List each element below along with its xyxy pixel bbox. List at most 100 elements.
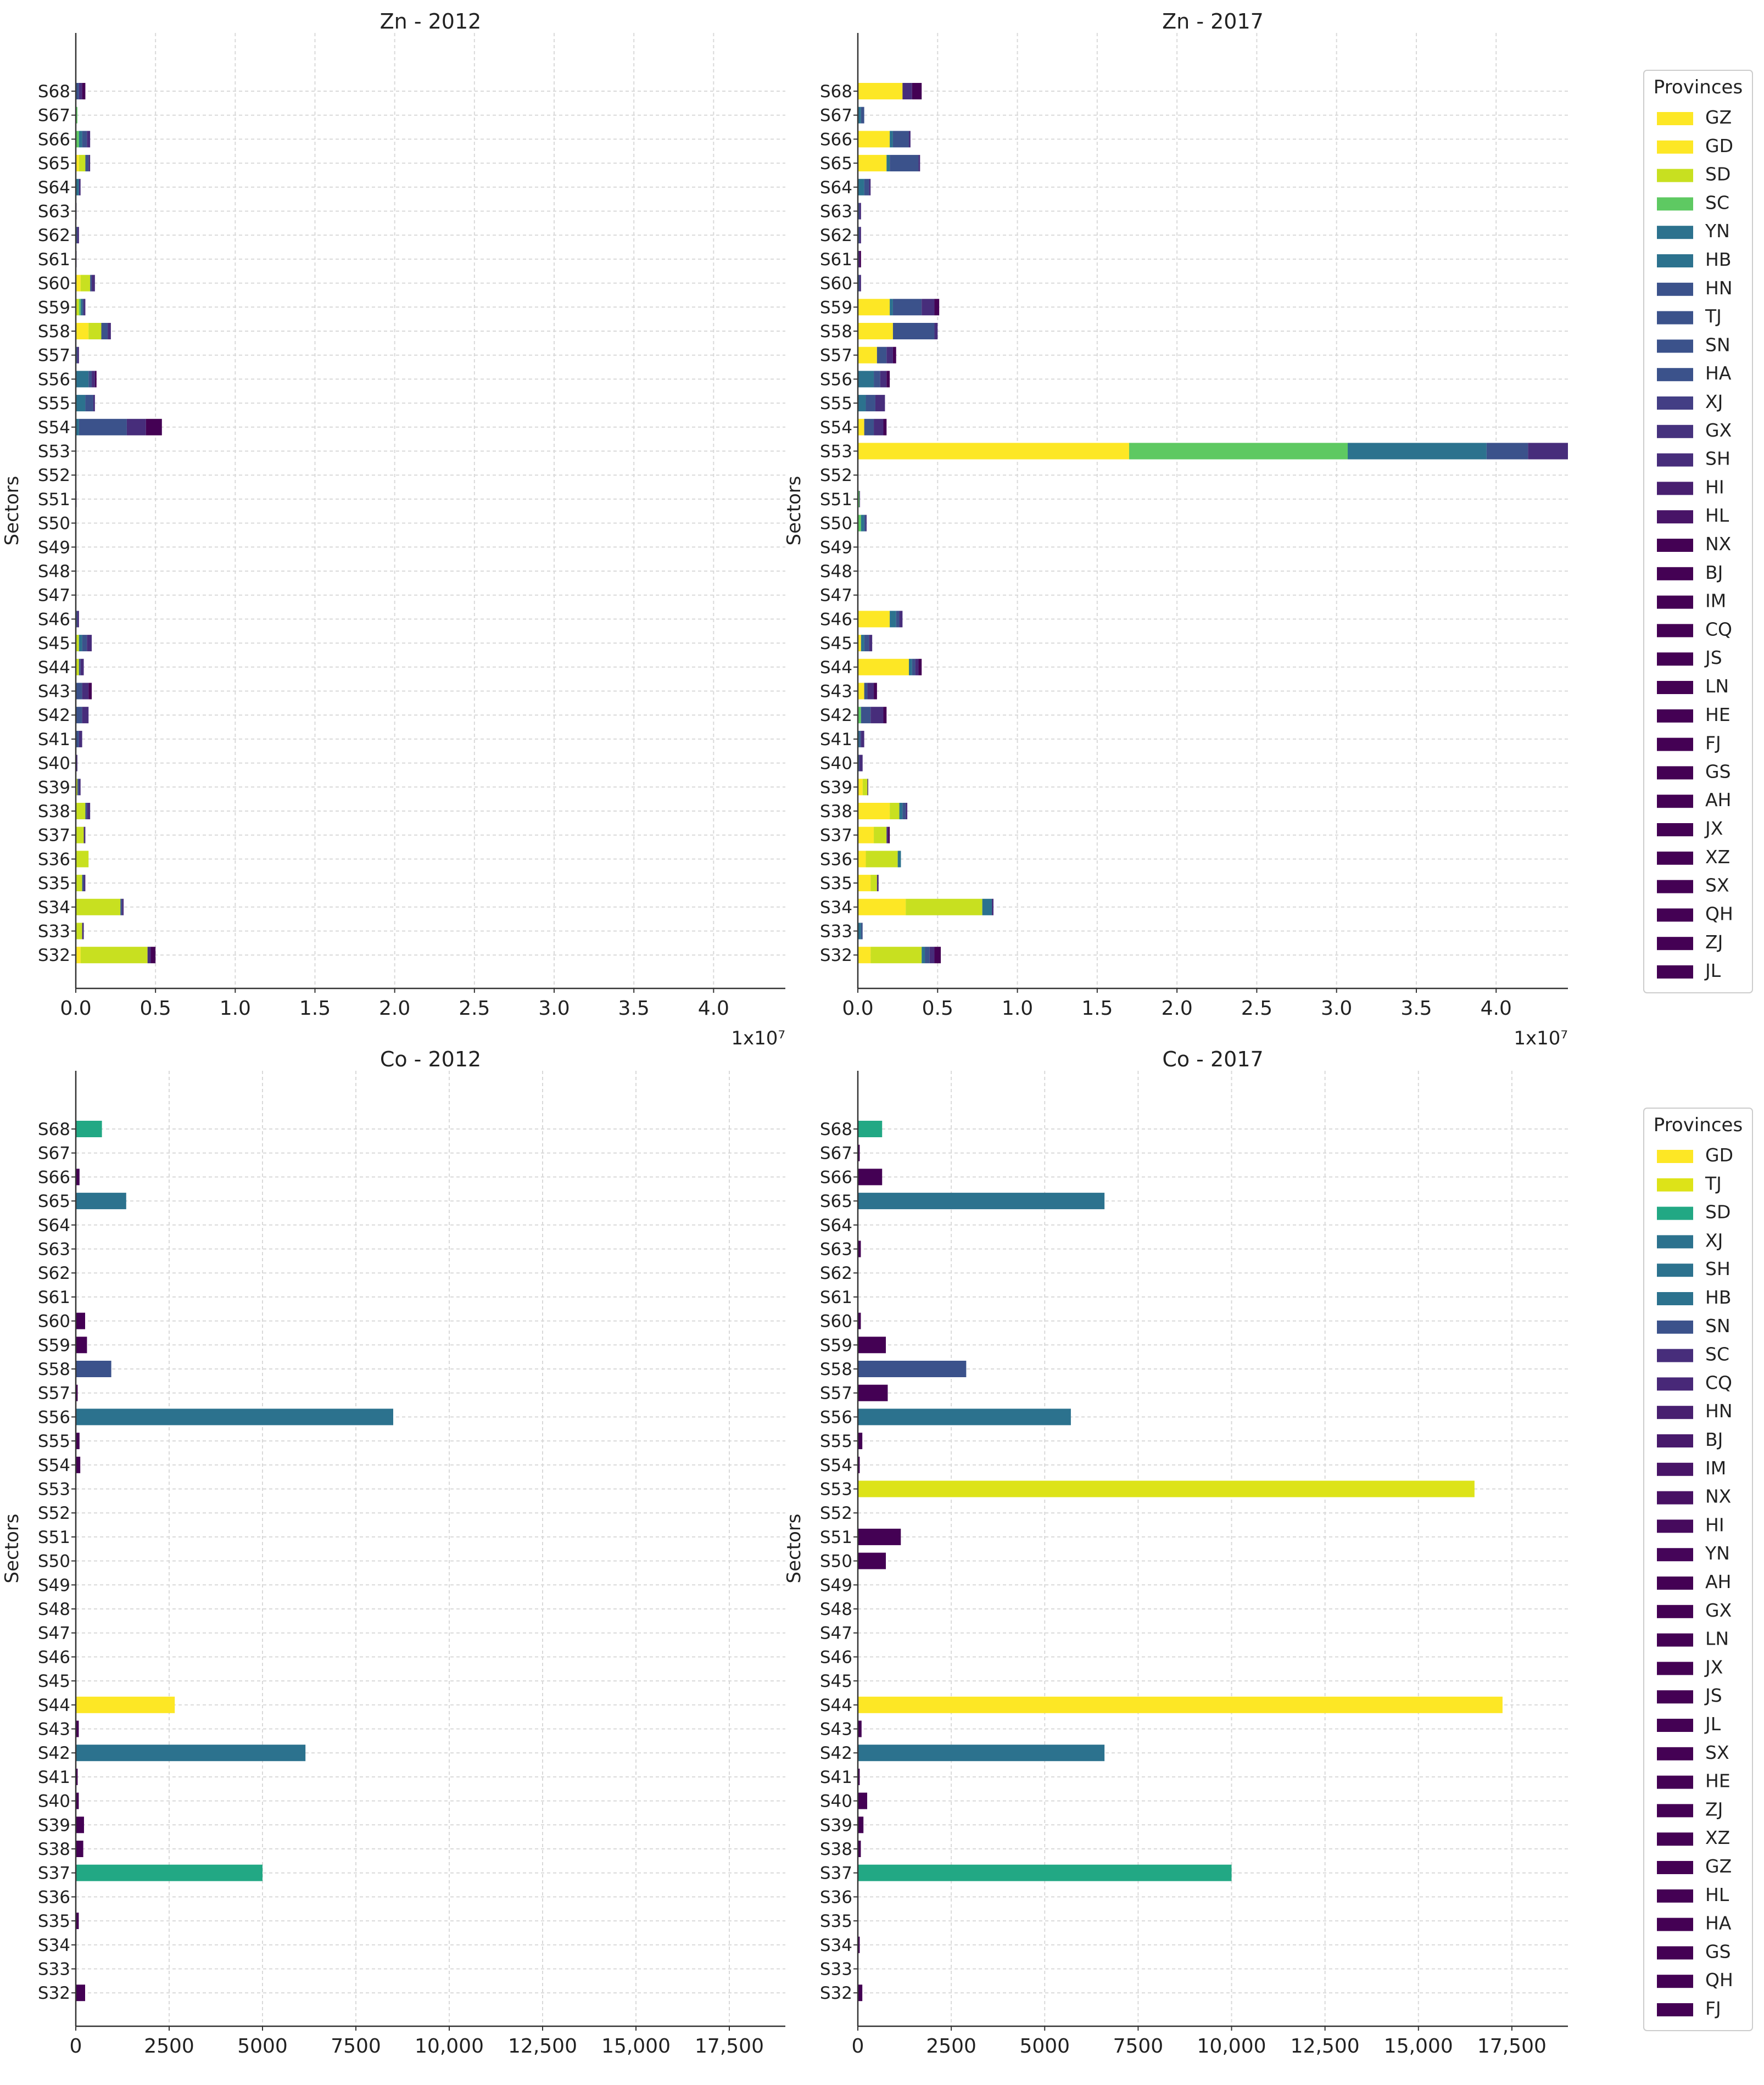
legend-label-HL: HL [1705,505,1729,526]
legend-label-QH: QH [1705,903,1733,924]
y-tick-label: S68 [38,82,70,102]
legend-label-XJ: XJ [1705,391,1723,412]
bar-S39-GZ [858,779,863,796]
bar-S62-HN [858,227,859,244]
y-tick-label: S61 [38,1288,70,1307]
y-tick-label: S40 [38,1792,70,1812]
bar-S44-HN [79,658,81,675]
bar-S53 [858,1480,1475,1497]
x-tick-label: 17,500 [1477,2035,1547,2058]
legend-label-HE: HE [1705,704,1730,725]
bar-S36-SD [76,851,89,868]
legend-swatch-SN [1657,1320,1693,1334]
y-axis-label: Sectors [783,1513,805,1583]
bar-S57-SH [886,346,893,364]
y-tick-label: S37 [820,1864,852,1883]
bar-S44 [858,1696,1503,1713]
bar-S32-NX [934,947,941,964]
legend-swatch-HL [1657,1889,1693,1903]
bar-S39-SD [862,779,868,796]
legend-label-HE: HE [1705,1770,1730,1792]
y-tick-label: S46 [38,1647,70,1667]
y-tick-label: S67 [38,1144,70,1164]
bar-S59-GZ [858,299,890,316]
y-axis-label: Sectors [1,476,23,545]
bar-S54-NX [146,418,162,435]
bar-S44-SH [80,658,84,675]
legend-swatch-HI [1657,482,1693,495]
y-tick-label: S58 [38,1360,70,1379]
legend-label-TJ: TJ [1705,1173,1722,1194]
bar-S36-GZ [858,851,866,868]
y-tick-label: S41 [38,730,70,750]
bar-S60-HN [858,275,859,292]
y-tick-label: S44 [820,1696,852,1715]
bar-S59-SC [79,299,81,316]
bar-S56 [858,1408,1071,1426]
x-tick-label: 0 [70,2035,82,2058]
y-tick-label: S52 [38,1503,70,1523]
bar-S58-GZ [858,323,893,339]
chart-panel-1: S68 S67 S66 S65 S64 S63 S62 S61 S60 S59 S58 S57 S56 S… [1,9,785,1049]
bar-S66-SH [908,131,911,148]
bar-S35-SH [83,875,86,892]
bar-S34-HB [982,898,992,915]
bar-S57-NX [892,346,896,364]
bar-S35-SD [870,875,877,892]
x-tick-label: 3.0 [1321,997,1352,1020]
bar-S45-HB [861,635,864,652]
y-tick-label: S37 [38,1864,70,1883]
bar-S64-SH [79,178,81,195]
x-tick-label: 7500 [1113,2035,1164,2058]
bar-S57-HN [76,346,77,364]
bar-S42-SH [870,707,884,724]
y-tick-label: S52 [820,466,852,485]
y-tick-label: S50 [820,514,852,534]
bar-S59-HB [80,299,82,316]
bar-S45-GZ [858,635,861,652]
legend-label-BJ: BJ [1705,562,1723,583]
bar-S55-SH [875,395,885,412]
x-tick-label: 2.5 [459,997,490,1020]
legend-swatch-HI [1657,1519,1693,1533]
y-tick-label: S62 [38,1264,70,1283]
legend-label-SX: SX [1705,875,1729,896]
bar-S34-HN [120,898,122,915]
legend-swatch-YN [1657,1548,1693,1562]
y-tick-label: S63 [38,1240,70,1260]
bar-S37-SD [874,826,887,843]
bar-S67-HN [861,107,864,124]
y-tick-label: S43 [38,682,70,702]
legend-swatch-JS [1657,652,1693,666]
legend-label-JS: JS [1704,1685,1722,1706]
y-tick-label: S61 [820,250,852,270]
x-tick-label: 1.5 [1081,997,1113,1020]
y-tick-label: S43 [820,682,852,702]
bar-S55 [858,1433,863,1450]
legend-label-GZ: GZ [1705,1855,1732,1877]
legend-swatch-IM [1657,1462,1693,1476]
y-tick-label: S33 [820,1960,852,1980]
legend-title: Provinces [1654,1114,1743,1136]
y-tick-label: S47 [820,586,852,606]
x-tick-label: 0.5 [922,997,953,1020]
bar-S38-SH [906,803,908,819]
y-tick-label: S48 [820,562,852,582]
bar-S56-NX [94,371,97,388]
legend-swatch-SX [1657,880,1693,893]
chart-panel-4: S68 S67 S66 S65 S64 S63 S62 S61 S60 S59 S58 S57 S56 S… [783,1047,1568,2058]
x-tick-label: 7500 [331,2035,381,2058]
y-tick-label: S38 [820,802,852,821]
bar-S41 [858,1768,860,1785]
legend-swatch-HB [1657,254,1693,267]
legend-label-SD: SD [1705,1201,1730,1223]
bar-S60-GZ [76,275,81,292]
y-tick-label: S47 [38,586,70,606]
legend-swatch-AH [1657,1577,1693,1590]
bar-S41-HB [858,730,859,747]
bar-S32-GZ [858,947,871,964]
y-tick-label: S53 [820,1480,852,1500]
bar-S60 [858,1312,861,1329]
bar-S41-SH [79,730,82,747]
y-tick-label: S45 [38,1672,70,1691]
